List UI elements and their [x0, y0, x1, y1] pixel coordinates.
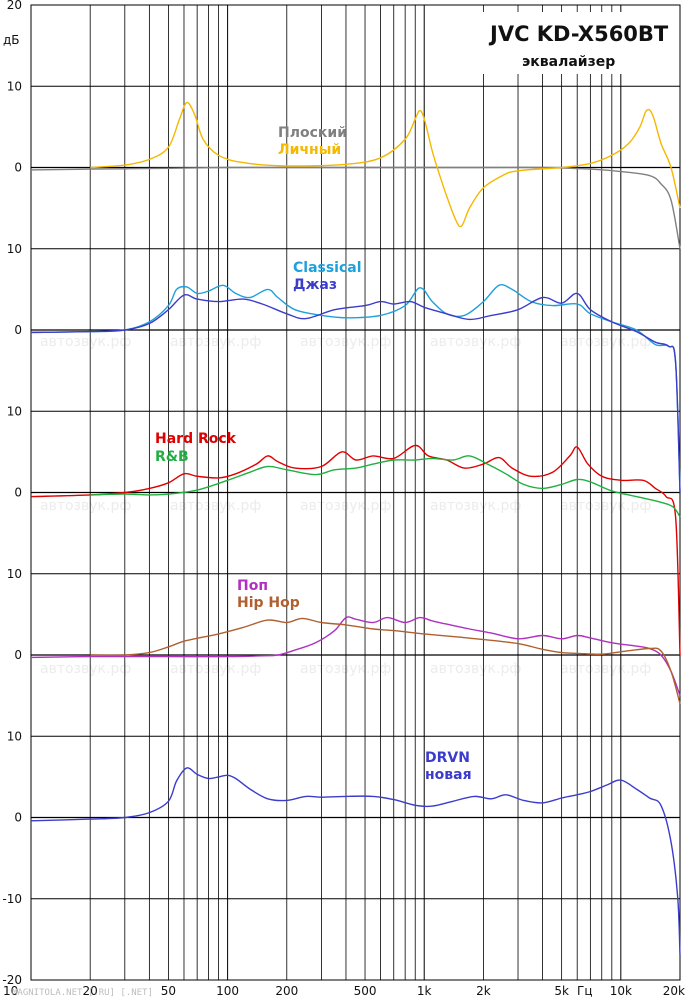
- chart-title-block: JVC KD-X560BT эквалайзер: [470, 12, 669, 74]
- watermark-text: автозвук.рф: [40, 498, 131, 514]
- chart-title: JVC KD-X560BT: [488, 22, 669, 46]
- y-tick-label: 0: [14, 323, 22, 337]
- series-line-r-b: [90, 455, 681, 518]
- footer-watermark: MAGNITOLA.NET [.RU] [.NET]: [12, 988, 153, 998]
- watermark-text: автозвук.рф: [430, 498, 521, 514]
- legend-drvn: DRVN: [425, 750, 470, 766]
- watermark-text: автозвук.рф: [170, 498, 261, 514]
- legend-rnb: R&B: [155, 449, 189, 465]
- y-tick-label: 0: [14, 648, 22, 662]
- y-tick-label: 20: [7, 0, 22, 12]
- watermark-text: автозвук.рф: [170, 334, 261, 350]
- y-tick-label: 0: [14, 486, 22, 500]
- watermark-text: автозвук.рф: [560, 661, 651, 677]
- title-box: [470, 12, 665, 74]
- watermark-text: автозвук.рф: [170, 661, 261, 677]
- x-tick-label: 2k: [476, 984, 491, 998]
- x-tick-label: 5k: [554, 984, 569, 998]
- y-tick-label: -20: [2, 973, 22, 987]
- legend-pop: Поп: [237, 578, 268, 594]
- y-tick-label: 10: [7, 404, 22, 418]
- legend-lichnyy: Личный: [278, 142, 341, 158]
- legend-layer: Плоский Личный Classical Джаз Hard Rock …: [155, 125, 472, 783]
- watermark-text: автозвук.рф: [40, 661, 131, 677]
- y-tick-label: 10: [7, 567, 22, 581]
- series-line-джаз: [30, 292, 681, 493]
- x-tick-label: 500: [354, 984, 377, 998]
- chart-subtitle: эквалайзер: [522, 54, 615, 70]
- y-tick-label: -10: [2, 892, 22, 906]
- x-tick-label: 10: [3, 984, 18, 998]
- x-tick-label: 20: [83, 984, 98, 998]
- series-line-hard-rock: [30, 444, 681, 656]
- y-tick-label: 10: [7, 242, 22, 256]
- series-line-поп: [30, 616, 681, 696]
- series-line-hip-hop: [90, 617, 681, 704]
- watermark-text: автозвук.рф: [40, 334, 131, 350]
- series-line-classical: [30, 284, 681, 493]
- x-axis-unit-label: Гц: [577, 984, 593, 998]
- watermark-layer: автозвук.рф автозвук.рф автозвук.рф автозву…: [40, 334, 651, 677]
- x-tick-label: 1k: [417, 984, 432, 998]
- series-line-drvn-новая: [30, 767, 681, 956]
- series-layer: [30, 101, 681, 956]
- x-tick-label: 200: [275, 984, 298, 998]
- legend-ploskiy: Плоский: [278, 125, 347, 141]
- watermark-text: автозвук.рф: [430, 334, 521, 350]
- y-axis-unit-label: дБ: [3, 33, 20, 47]
- watermark-text: автозвук.рф: [560, 498, 651, 514]
- y-tick-label: 10: [7, 729, 22, 743]
- series-line-плоский: [30, 166, 681, 249]
- y-tick-label: 0: [14, 161, 22, 175]
- legend-jazz: Джаз: [293, 277, 337, 293]
- x-tick-label: 10k: [610, 984, 632, 998]
- watermark-text: автозвук.рф: [560, 334, 651, 350]
- x-tick-label: 50: [161, 984, 176, 998]
- legend-hard-rock: Hard Rock: [155, 431, 237, 447]
- x-tick-label: 100: [216, 984, 239, 998]
- legend-hip-hop: Hip Hop: [237, 595, 300, 611]
- series-line-личный: [90, 101, 681, 228]
- legend-classical: Classical: [293, 260, 362, 276]
- y-tick-label: 10: [7, 79, 22, 93]
- watermark-text: автозвук.рф: [430, 661, 521, 677]
- x-tick-label: 20k: [663, 984, 685, 998]
- legend-novaya: новая: [425, 767, 472, 783]
- y-tick-label: 0: [14, 811, 22, 825]
